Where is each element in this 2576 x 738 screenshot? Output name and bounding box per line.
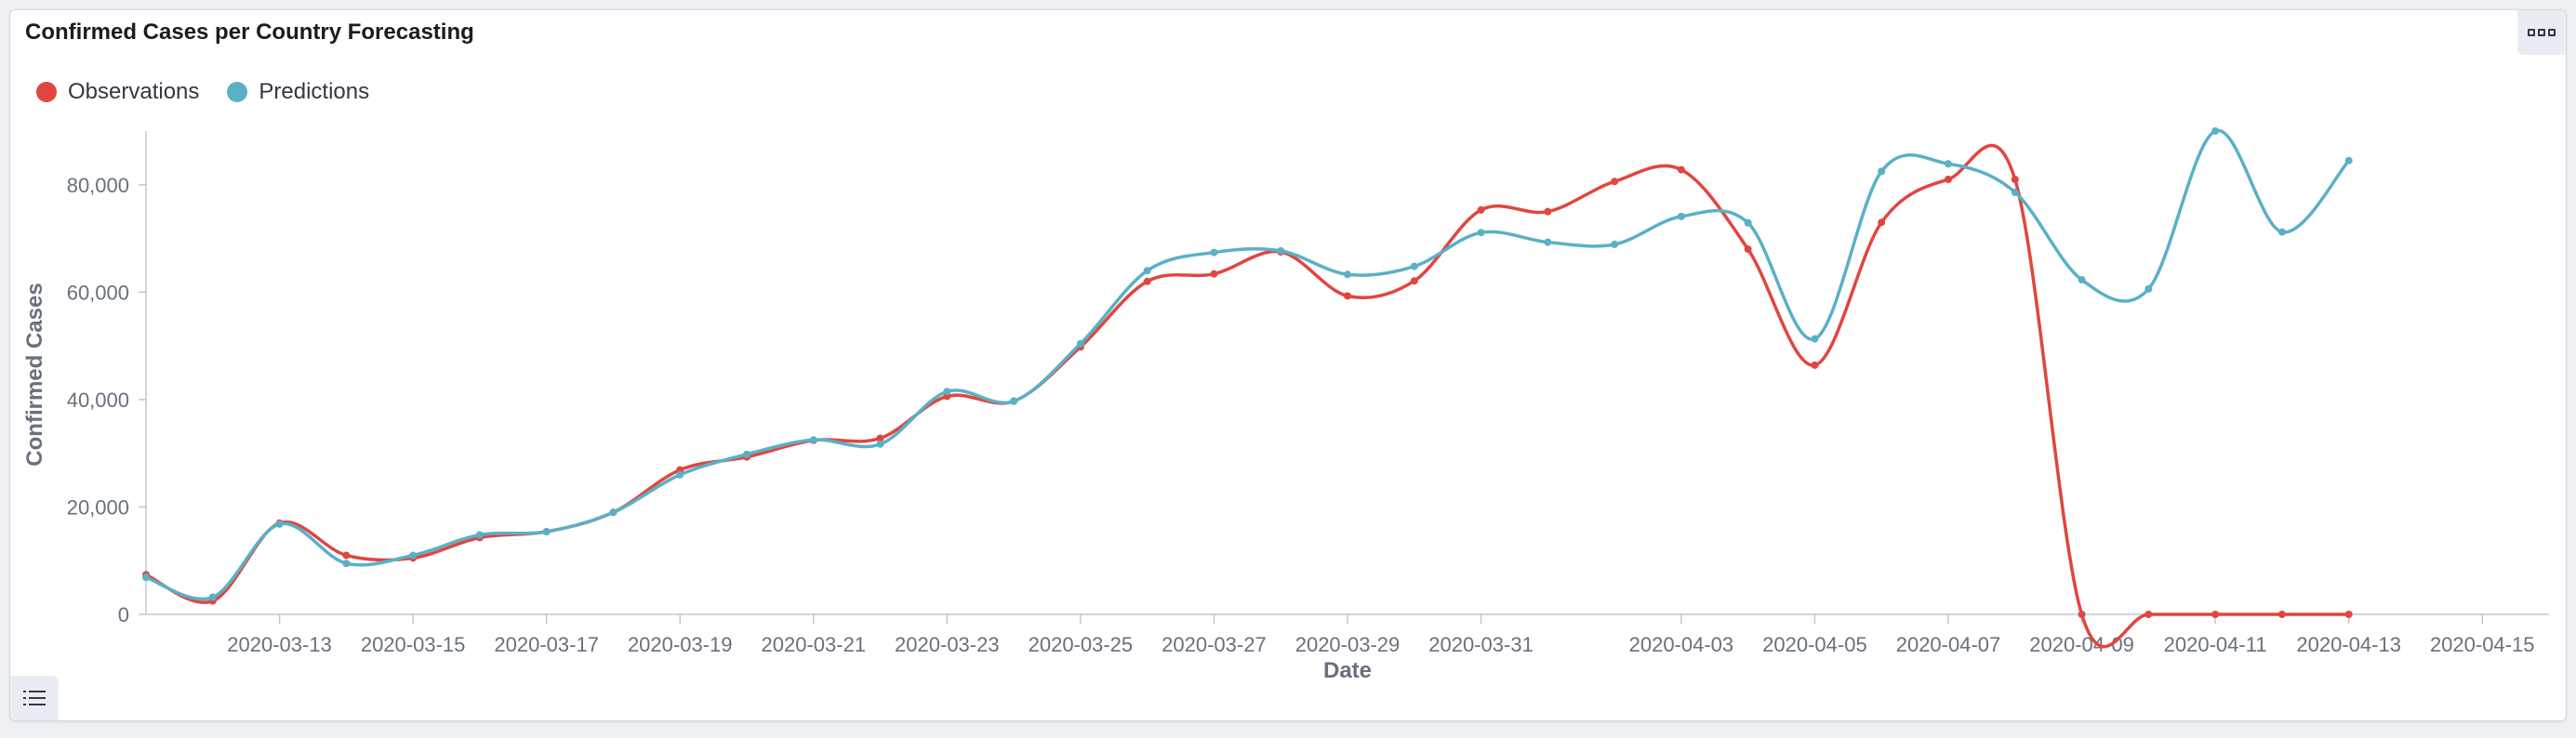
y-tick-label: 0 (118, 603, 129, 626)
data-point-observations[interactable] (2144, 611, 2153, 618)
legend-marker-predictions (227, 82, 248, 102)
panel-title: Confirmed Cases per Country Forecasting (25, 20, 474, 45)
chart-axes: 0 20,000 40,000 60,000 80,000 2020-03-13 2020-… (67, 131, 2549, 656)
data-point-predictions[interactable] (1210, 248, 1218, 257)
series-predictions (142, 127, 2353, 601)
data-point-predictions[interactable] (142, 573, 150, 582)
x-tick-label: 2020-04-03 (1629, 633, 1734, 656)
legend-item-predictions[interactable]: Predictions (227, 79, 369, 105)
data-point-predictions[interactable] (1010, 397, 1018, 405)
data-point-observations[interactable] (1210, 270, 1218, 278)
data-point-observations[interactable] (1477, 205, 1485, 214)
y-axis-title: Confirmed Cases (22, 283, 47, 466)
y-tick-label: 20,000 (67, 495, 129, 519)
legend-label-observations: Observations (68, 79, 200, 104)
x-tick-label: 2020-04-13 (2296, 633, 2401, 656)
x-tick-label: 2020-04-09 (2029, 633, 2134, 656)
data-point-predictions[interactable] (1744, 218, 1752, 227)
data-point-observations[interactable] (1878, 218, 1886, 227)
x-tick-label: 2020-03-31 (1428, 633, 1534, 656)
x-tick-label: 2020-03-23 (895, 633, 1000, 656)
data-point-predictions[interactable] (2211, 127, 2220, 135)
data-point-predictions[interactable] (2011, 188, 2019, 196)
data-point-predictions[interactable] (1811, 335, 1819, 343)
chart-series (142, 127, 2353, 649)
y-tick-label: 60,000 (67, 281, 129, 304)
data-point-observations[interactable] (2078, 611, 2086, 618)
series-observations (142, 143, 2353, 649)
x-tick-label: 2020-03-13 (227, 633, 332, 656)
data-point-observations[interactable] (1744, 245, 1752, 254)
data-point-predictions[interactable] (1410, 262, 1418, 270)
data-point-observations[interactable] (2011, 176, 2019, 183)
line-chart: 0 20,000 40,000 60,000 80,000 2020-03-13 2020-… (22, 127, 2549, 683)
data-point-predictions[interactable] (342, 560, 351, 568)
x-axis-title: Date (1323, 658, 1372, 683)
data-point-observations[interactable] (1143, 277, 1151, 285)
x-tick-label: 2020-04-07 (1896, 633, 2001, 656)
data-point-predictions[interactable] (809, 436, 817, 444)
data-point-observations[interactable] (2344, 611, 2353, 618)
x-tick-label: 2020-04-15 (2430, 633, 2535, 656)
data-point-predictions[interactable] (1945, 160, 1952, 168)
legend-item-observations[interactable]: Observations (36, 79, 199, 105)
data-point-observations[interactable] (1544, 207, 1552, 216)
data-point-observations[interactable] (2211, 611, 2220, 618)
data-point-observations[interactable] (2277, 611, 2286, 618)
data-point-predictions[interactable] (609, 508, 617, 517)
x-tick-label: 2020-03-15 (361, 633, 466, 656)
series-line-observations (145, 143, 2349, 649)
data-point-predictions[interactable] (1344, 270, 1351, 279)
data-point-observations[interactable] (1410, 277, 1418, 285)
legend-toggle-button[interactable] (10, 676, 59, 720)
data-point-predictions[interactable] (1477, 229, 1485, 237)
x-tick-label: 2020-03-25 (1029, 633, 1134, 656)
data-point-observations[interactable] (1677, 165, 1685, 174)
data-point-predictions[interactable] (1611, 240, 1619, 248)
x-tick-label: 2020-03-21 (762, 633, 867, 656)
data-point-predictions[interactable] (743, 450, 750, 458)
data-point-predictions[interactable] (1878, 167, 1886, 176)
data-point-predictions[interactable] (2277, 228, 2286, 236)
data-point-observations[interactable] (1945, 176, 1952, 183)
data-point-predictions[interactable] (676, 470, 684, 479)
legend-label-predictions: Predictions (259, 79, 370, 104)
data-point-observations[interactable] (342, 551, 351, 560)
data-point-predictions[interactable] (2078, 276, 2086, 284)
x-tick-label: 2020-03-19 (628, 633, 733, 656)
data-point-observations[interactable] (1344, 292, 1351, 300)
data-point-predictions[interactable] (2144, 284, 2153, 293)
data-point-predictions[interactable] (275, 520, 284, 528)
chart-legend: Observations Predictions (36, 79, 369, 105)
legend-marker-observations (36, 82, 57, 102)
x-tick-label: 2020-04-05 (1762, 633, 1867, 656)
y-tick-label: 40,000 (67, 389, 129, 412)
x-tick-label: 2020-03-29 (1295, 633, 1401, 656)
y-tick-label: 80,000 (67, 174, 129, 197)
panel-options-button[interactable] (2517, 10, 2566, 55)
visualization-panel: Confirmed Cases per Country Forecasting … (9, 9, 2567, 721)
data-point-predictions[interactable] (208, 593, 217, 601)
x-tick-label: 2020-03-27 (1162, 633, 1267, 656)
data-point-predictions[interactable] (409, 551, 418, 560)
data-point-observations[interactable] (876, 434, 884, 442)
x-tick-label: 2020-03-17 (494, 633, 599, 656)
data-point-predictions[interactable] (1143, 267, 1151, 275)
data-point-predictions[interactable] (943, 388, 951, 396)
series-line-predictions (145, 128, 2351, 601)
options-dots-icon (2528, 29, 2556, 36)
data-point-observations[interactable] (1611, 178, 1619, 186)
data-point-predictions[interactable] (2344, 156, 2353, 165)
list-icon (23, 691, 46, 705)
data-point-predictions[interactable] (1076, 339, 1084, 348)
data-point-predictions[interactable] (542, 528, 551, 536)
data-point-predictions[interactable] (876, 440, 884, 448)
data-point-observations[interactable] (1811, 361, 1819, 369)
data-point-predictions[interactable] (1677, 212, 1685, 220)
data-point-predictions[interactable] (1277, 246, 1285, 255)
x-tick-label: 2020-04-11 (2164, 633, 2267, 656)
data-point-predictions[interactable] (475, 531, 484, 539)
data-point-predictions[interactable] (1544, 238, 1552, 246)
